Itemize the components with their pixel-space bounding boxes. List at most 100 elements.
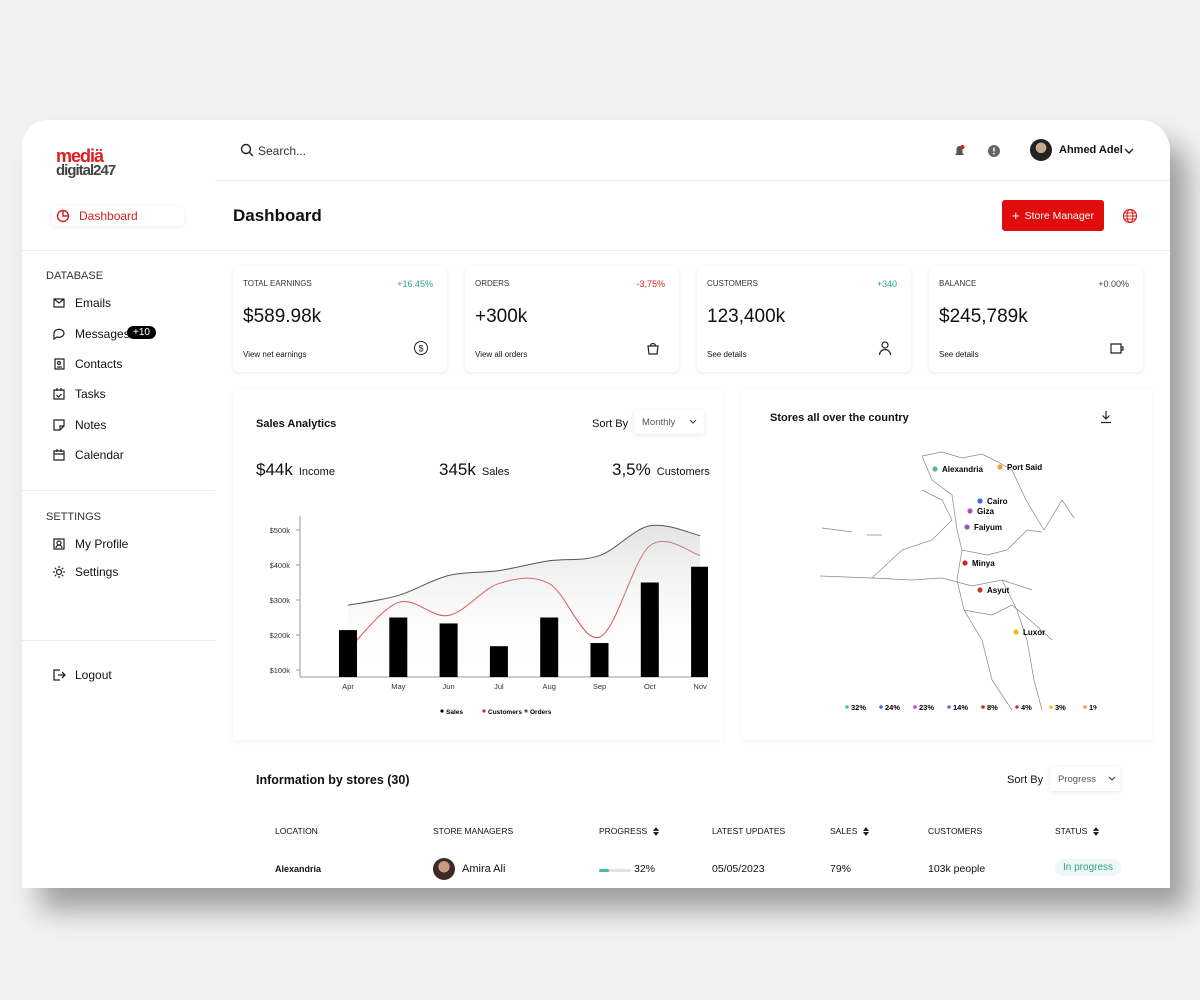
nav-item[interactable]: Notes <box>52 418 106 432</box>
nav-active[interactable]: Dashboard <box>52 206 184 226</box>
button-label: Store Manager <box>1024 209 1095 222</box>
store-manager-button[interactable]: + Store Manager <box>1002 200 1104 231</box>
stat-label: ORDERS <box>475 279 510 288</box>
city-label: Minya <box>972 559 995 568</box>
nav-label: Tasks <box>75 387 106 401</box>
legend-dot <box>482 709 486 713</box>
legend-label: Customers <box>488 709 522 716</box>
icon <box>53 298 65 308</box>
sort-value: Progress <box>1058 773 1097 785</box>
nav-label: Messages <box>75 327 130 341</box>
logout[interactable]: Logout <box>52 668 112 682</box>
stat-card: CUSTOMERS +340 123,400k See details <box>697 266 911 372</box>
table-header: SALES <box>830 826 870 836</box>
progress-track <box>599 869 631 872</box>
table-header: LATEST UPDATES <box>712 826 785 836</box>
city-label: Giza <box>977 507 994 516</box>
divider <box>22 490 215 491</box>
map-borders <box>819 451 1075 711</box>
stat-value: $245,789k <box>939 306 1028 327</box>
icon <box>53 669 66 681</box>
sales-chart: $100k $200k $300k $400k $500k Apr May Jun Jul Aug… <box>270 516 708 716</box>
y-tick-label: $300k <box>270 596 291 605</box>
nav-label: Dashboard <box>79 209 138 223</box>
cell: 103k people <box>928 863 986 875</box>
svg-text:$: $ <box>418 344 423 354</box>
legend-label: 23% <box>919 703 934 712</box>
nav-item[interactable]: Settings <box>52 565 118 579</box>
header-label: CUSTOMERS <box>928 826 983 836</box>
nav-label: My Profile <box>75 537 129 551</box>
sort-label: Sort By <box>1007 774 1044 786</box>
x-tick-label: Jun <box>443 682 455 691</box>
avatar[interactable] <box>1030 139 1052 161</box>
y-tick-label: $200k <box>270 631 291 640</box>
sort-label: Sort By <box>592 418 629 430</box>
stat-link[interactable]: View all orders <box>475 350 528 359</box>
nav-item[interactable]: Calendar <box>52 448 124 462</box>
chevron <box>689 419 697 424</box>
legend-label: Orders <box>530 709 552 716</box>
nav-item[interactable]: Messages <box>52 327 130 341</box>
header-label: SALES <box>830 826 858 836</box>
legend-dot <box>947 705 951 709</box>
sort-dropdown[interactable]: Progress <box>1050 767 1120 791</box>
summary-item: $44k Income <box>256 460 335 480</box>
cell: 32% <box>634 863 656 875</box>
user-name[interactable]: Ahmed Adel <box>1059 144 1123 156</box>
legend-label: 1% <box>1089 703 1097 712</box>
summary-value: 345k <box>439 460 476 479</box>
city-dot <box>964 524 970 530</box>
summary-label: Income <box>298 466 335 478</box>
nav-item[interactable]: My Profile <box>52 537 128 551</box>
stat-card: BALANCE +0.00% $245,789k See details <box>929 266 1143 372</box>
stat-link[interactable]: View net earnings <box>243 350 307 359</box>
nav-label: Calendar <box>75 448 124 462</box>
stat-change: +16.45% <box>397 279 433 289</box>
sort-dropdown[interactable]: Monthly <box>634 410 704 434</box>
legend-dot <box>524 709 528 713</box>
stat-icon: $ <box>414 341 428 355</box>
table-header: STORE MANAGERS <box>433 826 513 836</box>
bar <box>339 630 357 677</box>
search-input[interactable]: Search... <box>258 144 307 158</box>
city-dot <box>932 466 938 472</box>
table-header: PROGRESS <box>599 826 660 836</box>
nav-item[interactable]: Emails <box>52 296 111 310</box>
nav-item[interactable]: Tasks <box>52 387 106 401</box>
panel-title: Stores all over the country <box>770 412 909 424</box>
x-tick-label: Jul <box>494 682 504 691</box>
header-icons <box>955 145 1000 157</box>
sort-icon[interactable] <box>653 826 660 836</box>
y-tick-label: $500k <box>270 526 291 535</box>
stat-icon <box>1110 343 1124 354</box>
sort-icon[interactable] <box>863 826 870 836</box>
nav-item[interactable]: Contacts <box>52 357 122 371</box>
chevron <box>1124 148 1134 154</box>
sort-icon[interactable] <box>1093 826 1100 836</box>
legend-dot <box>879 705 883 709</box>
sort-value: Monthly <box>642 416 676 428</box>
legend-dot <box>845 705 849 709</box>
legend-label: 4% <box>1021 703 1032 712</box>
globe-icon[interactable] <box>1122 208 1138 224</box>
header-label: STORE MANAGERS <box>433 826 514 836</box>
legend-label: 24% <box>885 703 900 712</box>
bar <box>691 566 708 677</box>
bar <box>439 623 458 677</box>
section-title: DATABASE <box>46 270 104 282</box>
panel-title: Sales Analytics <box>256 418 337 430</box>
stat-link[interactable]: See details <box>707 350 747 359</box>
table-header: CUSTOMERS <box>928 826 982 836</box>
manager-avatar <box>433 858 455 880</box>
stat-link[interactable]: See details <box>939 350 979 359</box>
search-icon <box>240 143 254 157</box>
stat-value: $589.98k <box>243 306 322 327</box>
download-icon[interactable] <box>1100 410 1112 424</box>
legend-dot <box>913 705 917 709</box>
icon <box>53 388 65 400</box>
stat-label: BALANCE <box>939 279 977 288</box>
plus-icon: + <box>1011 208 1020 223</box>
